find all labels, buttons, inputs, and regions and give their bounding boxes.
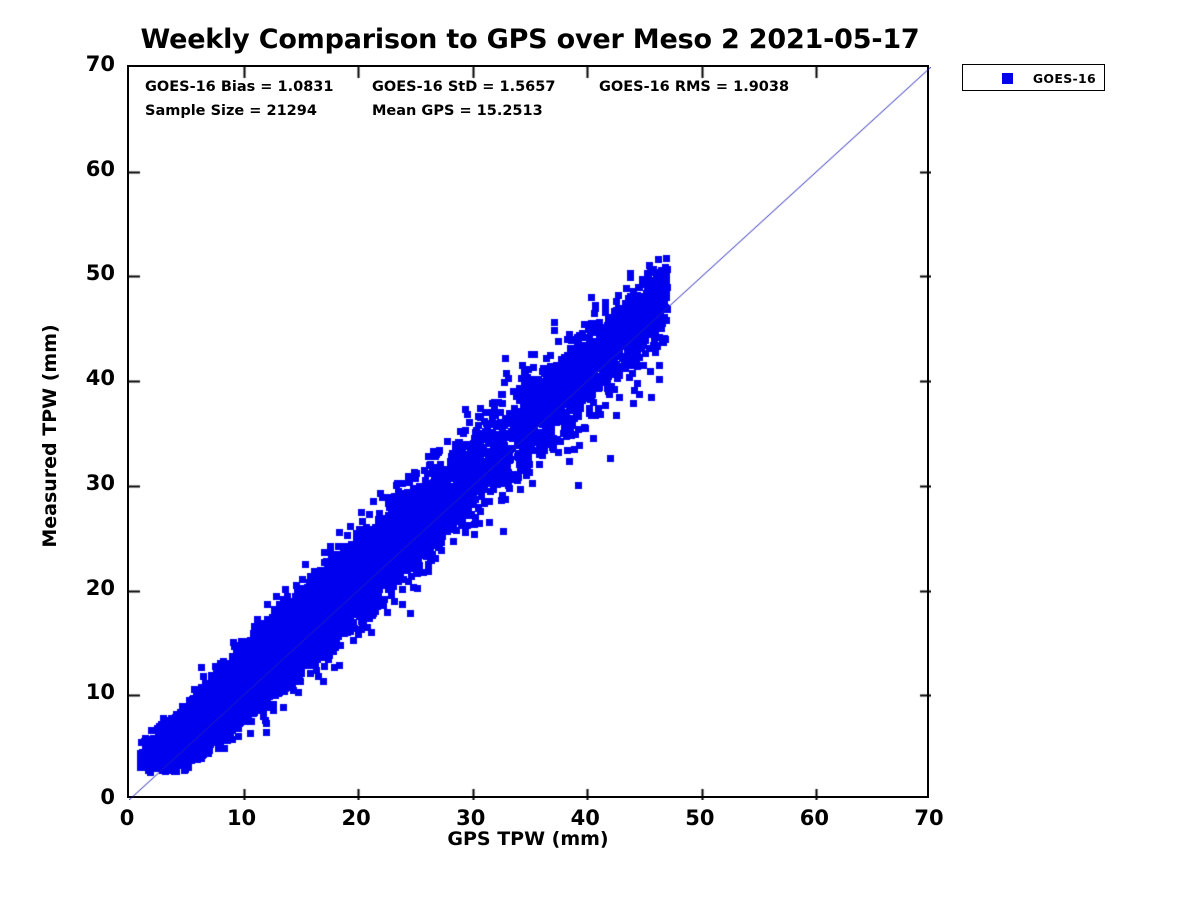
scatter-plot-canvas: [129, 67, 931, 800]
legend-label-goes-16: GOES-16: [1032, 71, 1096, 86]
x-tick-40: 40: [570, 806, 600, 830]
y-tick-70: 70: [85, 52, 115, 76]
x-tick-0: 0: [119, 806, 135, 830]
y-tick-60: 60: [85, 156, 115, 181]
y-tick-0: 0: [100, 785, 115, 809]
stat-mean_gps: Mean GPS = 15.2513: [372, 103, 543, 119]
x-tick-60: 60: [799, 806, 830, 830]
y-tick-30: 30: [85, 470, 115, 495]
y-tick-40: 40: [85, 366, 115, 391]
x-tick-30: 30: [456, 806, 486, 830]
y-tick-10: 10: [85, 680, 115, 705]
y-tick-50: 50: [85, 261, 115, 286]
legend-swatch-goes-16: [1002, 73, 1013, 84]
plot-area: [127, 65, 931, 800]
stat-bias: GOES-16 Bias = 1.0831: [145, 79, 334, 95]
x-axis-title: GPS TPW (mm): [447, 828, 609, 850]
page-title: Weekly Comparison to GPS over Meso 2 202…: [140, 24, 920, 55]
x-tick-50: 50: [685, 806, 715, 830]
y-axis-title: Measured TPW (mm): [39, 324, 61, 548]
stat-rms: GOES-16 RMS = 1.9038: [599, 79, 790, 95]
stat-std: GOES-16 StD = 1.5657: [372, 79, 556, 95]
stat-sample_size: Sample Size = 21294: [145, 103, 317, 119]
x-tick-10: 10: [226, 806, 257, 830]
legend[interactable]: GOES-16: [962, 64, 1105, 91]
x-tick-20: 20: [341, 806, 371, 830]
x-tick-70: 70: [914, 806, 944, 830]
y-tick-20: 20: [85, 575, 115, 600]
